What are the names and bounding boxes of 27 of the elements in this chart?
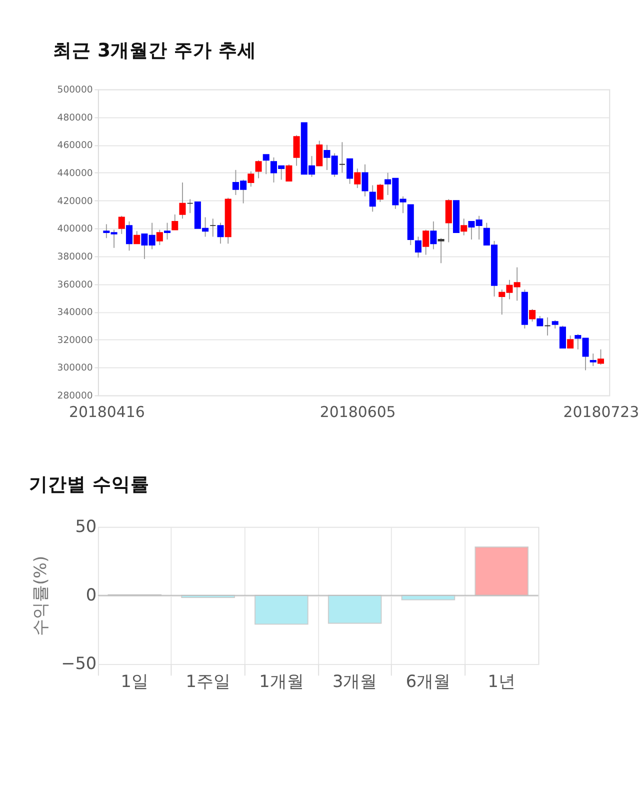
- y-tick-label: 440000: [57, 168, 93, 179]
- y-tick-label: −50: [61, 653, 97, 674]
- y-tick-label: 300000: [57, 362, 93, 374]
- y-tick-label: 400000: [57, 224, 93, 235]
- x-tick-label: 1개월: [259, 670, 304, 691]
- x-tick-label: 1일: [120, 670, 148, 691]
- y-tick-label: 500000: [57, 84, 93, 96]
- y-tick-label: 340000: [57, 307, 93, 318]
- y-tick-label: 380000: [57, 251, 93, 262]
- x-tick-label: 20180416: [68, 403, 145, 422]
- x-tick-label: 1주일: [186, 670, 230, 691]
- y-tick-label: 280000: [57, 390, 93, 402]
- y-axis-title: 수익률(%): [30, 556, 50, 636]
- y-tick-label: 480000: [57, 112, 93, 124]
- y-tick-label: 320000: [57, 334, 93, 346]
- chart-title: 기간별 수익률: [28, 474, 150, 496]
- x-tick-label: 1년: [488, 670, 516, 691]
- chart-title: 최근 3개월간 주가 추세: [53, 40, 256, 62]
- y-tick-label: 50: [75, 516, 97, 536]
- y-tick-label: 0: [86, 584, 97, 605]
- y-tick-label: 360000: [57, 279, 93, 290]
- y-tick-label: 460000: [57, 140, 93, 152]
- x-tick-label: 20180723: [563, 403, 640, 422]
- x-tick-label: 20180605: [320, 403, 396, 422]
- x-tick-label: 6개월: [406, 670, 451, 691]
- y-tick-label: 420000: [57, 196, 93, 207]
- x-tick-label: 3개월: [332, 670, 378, 691]
